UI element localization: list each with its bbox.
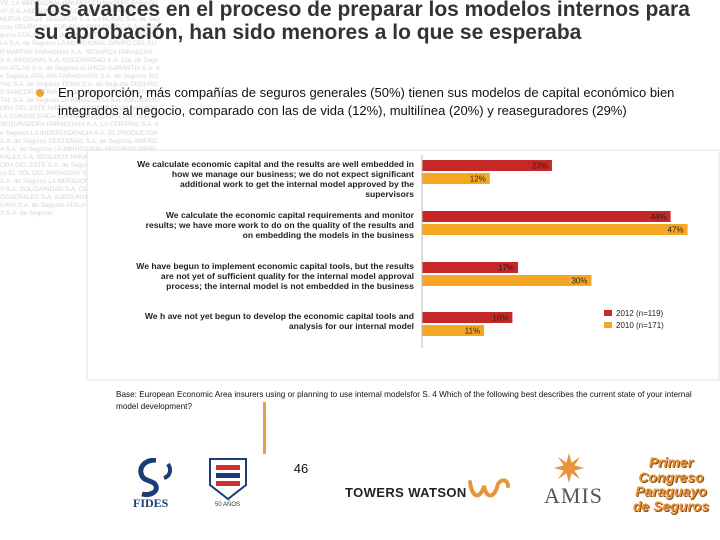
congreso-line: Congreso [638, 468, 704, 485]
bullet-text: En proporción, más compañías de seguros … [58, 85, 675, 118]
legend-swatch [604, 322, 612, 328]
anniversary-text: 50 AÑOS [215, 502, 241, 508]
anniversary-seal-icon [209, 458, 247, 501]
data-label: 23% [532, 162, 548, 171]
bullet-point: En proporción, más compañías de seguros … [36, 84, 720, 119]
legend-swatch [604, 310, 612, 316]
data-label: 44% [651, 213, 667, 222]
data-label: 16% [492, 314, 508, 323]
amis-logo-text: AMIS [544, 483, 604, 508]
legend-label: 2010 (n=171) [616, 321, 664, 330]
data-label: 17% [498, 264, 514, 273]
slide-title: Los avances en el proceso de preparar lo… [34, 0, 690, 44]
chart-frame [86, 149, 720, 381]
fides-logo-icon [138, 458, 173, 497]
congreso-line: de Seguros [632, 497, 710, 514]
legend-label: 2012 (n=119) [616, 309, 664, 318]
bar-2010 [422, 325, 485, 336]
swoosh-logo-icon [468, 478, 510, 498]
category-label: We h ave not yet begun to develop the ec… [145, 311, 414, 331]
category-label: We calculate the economic capital requir… [146, 210, 415, 240]
congreso-logo: Primer Congreso Paraguayo de Seguros [628, 455, 714, 513]
category-label: We have begun to implement economic capi… [136, 261, 414, 291]
bar-2012 [422, 262, 519, 273]
bar-2012 [422, 312, 513, 323]
page-number: 46 [293, 461, 309, 476]
bar-2010 [422, 275, 592, 286]
congreso-line: Paraguayo [635, 483, 707, 499]
divider-line [263, 402, 266, 454]
data-label: 11% [465, 327, 480, 336]
data-label: 30% [571, 277, 587, 286]
bar-2012 [422, 211, 671, 222]
background-watermark-text: VE, LA MERIDIONAL GRUPO SEN MAPFRE PARAG… [0, 0, 160, 218]
category-label: We calculate economic capital and the re… [137, 159, 414, 199]
fides-logo-text: FIDES [133, 496, 169, 510]
bar-2012 [422, 160, 552, 171]
bar-2010 [422, 173, 490, 184]
towers-watson-logo: TOWERS WATSON [345, 485, 467, 500]
data-label: 47% [668, 226, 684, 235]
data-label: 12% [470, 175, 486, 184]
congreso-line: Primer [648, 454, 694, 470]
bar-2010 [422, 224, 688, 235]
amis-star-icon [554, 453, 584, 483]
base-note: Base: European Economic Area insurers us… [116, 390, 692, 411]
bullet-dot-icon [36, 89, 44, 97]
